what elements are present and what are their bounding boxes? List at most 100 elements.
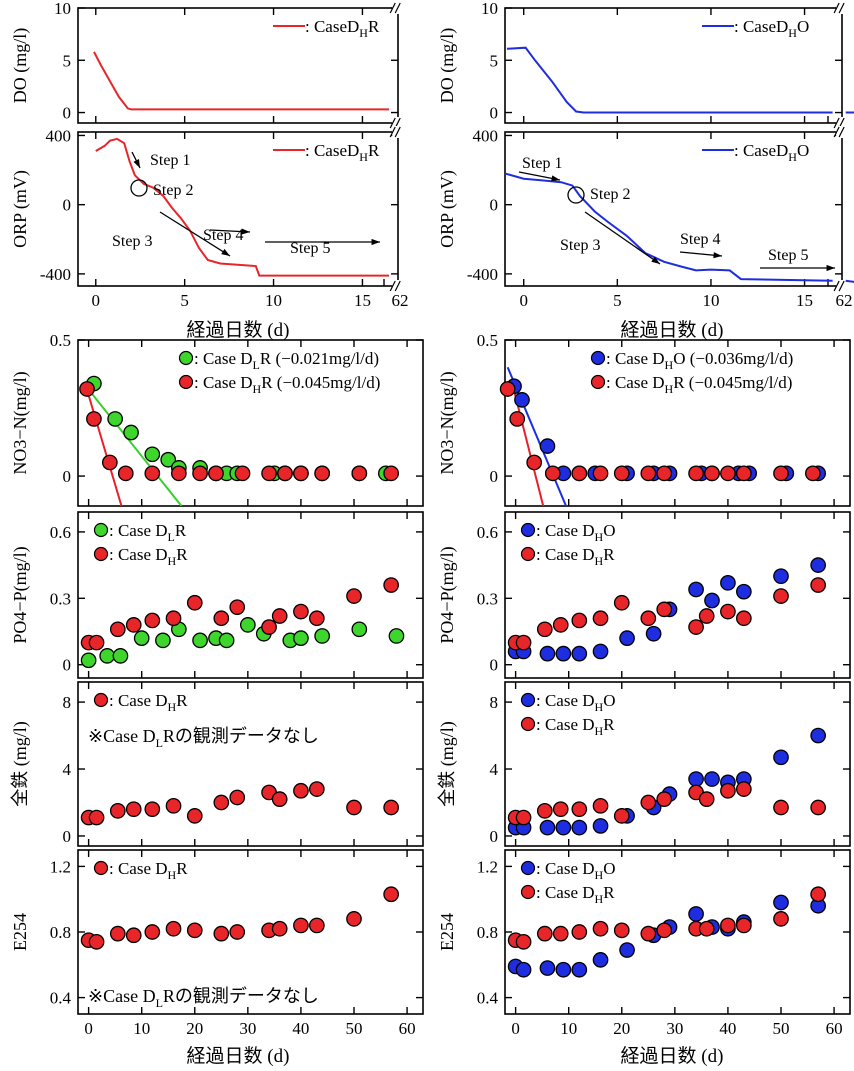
panel-fe_left: 0 4 8 全鉄 (mg/l): Case DHR ※Case DLRの観測データなし [10,681,424,847]
y-axis-label: 全鉄 (mg/l) [10,721,31,807]
data-point [773,799,789,816]
step-2-marker [130,179,148,197]
legend-label-main: : Case D [109,545,168,564]
data-point [499,381,516,397]
data-point [571,961,588,978]
data-point [218,632,235,649]
legend-swatch [178,374,194,390]
data-point [539,645,556,662]
step-arrow [159,211,231,257]
data-point [704,465,720,482]
series-line-tail [845,279,854,283]
axis-break-mask [836,280,845,292]
legend-label-main: : Case D [606,373,665,392]
axis-break-mask [392,117,401,129]
legend-label: : Case DHO [536,691,616,714]
data-point [308,917,325,934]
legend-label-after: R [368,141,380,160]
legend-label-after: R [176,859,188,878]
legend-label-after: R [603,715,615,734]
data-point [536,803,553,819]
y-tick-label: 0.3 [477,589,498,608]
legend-label-sub: H [595,892,604,906]
y-tick-label: 0.8 [50,923,71,942]
axis-break-mark [833,126,845,138]
axis-break-mark [389,2,401,14]
y-axis-label: ORP (mV) [10,170,31,248]
x-tick-label: 60 [399,1019,416,1038]
legend-label: : Case DHR [109,859,188,882]
y-axis-label: DO (mg/l) [10,28,31,104]
data-point [571,924,588,940]
y-tick-label: 0 [490,196,499,215]
x-tick-label: 40 [292,1019,309,1038]
legend-label: : Case DHR [536,715,615,738]
legend-label-main: : Case D [109,859,168,878]
fit-line-green [85,385,183,506]
data-point [640,465,657,482]
data-point [293,465,309,482]
data-point [165,797,182,814]
step-label-4: Step 4 [203,227,243,244]
x-tick-label: 0 [92,291,101,310]
y-axis-label: ORP (mV) [437,170,458,248]
data-point [592,797,609,814]
data-point [125,617,142,633]
data-point [571,819,588,836]
no-data-note: ※Case DLRの観測データなし [88,726,319,750]
legend-label-after: O [603,691,615,710]
legend-label-main: : CaseD [305,17,359,36]
data-point [314,628,331,644]
step-label-3: Step 3 [112,233,152,250]
x-axis-label: 経過日数 (d) [621,1045,724,1067]
data-point [720,603,736,620]
legend-label: : CaseDHO [734,17,809,40]
step-label-1: Step 1 [522,155,562,172]
legend-swatch [520,860,536,876]
data-point [213,925,230,942]
data-point [810,557,827,573]
data-point [165,610,182,627]
legend-swatch [590,350,606,366]
plot-frame [504,681,851,847]
y-tick-label: 8 [490,693,499,712]
data-point [293,603,309,620]
data-point [109,803,126,819]
y-tick-label: 0.6 [50,523,71,542]
data-point [88,809,105,826]
data-point [261,619,277,635]
legend-swatch [520,546,536,562]
y-axis-label: 全鉄 (mg/l) [437,721,458,807]
y-axis-label: E254 [437,913,457,951]
data-point [515,634,532,651]
legend-label-after: O (−0.036mg/l/d) [673,349,793,368]
data-point [571,612,588,629]
legend-swatch [520,716,536,732]
data-point [613,594,630,611]
legend-label: : Case DHR (−0.045mg/l/d) [606,373,792,396]
no-data-note: ※Case DLRの観測データなし [88,986,319,1010]
data-point [186,808,203,824]
data-point [271,920,288,937]
data-point [526,454,543,471]
note-pre: ※Case D [88,986,156,1006]
data-point [698,791,715,807]
legend-swatch [520,522,536,538]
legend-label-sub: L [168,530,175,544]
step-arrowhead [241,228,250,235]
data-point [544,465,561,482]
y-tick-label: 0.5 [477,331,498,350]
data-point [735,917,752,934]
series-line [506,46,833,114]
legend-label-after: R [176,691,188,710]
data-point [698,608,715,624]
panel-e254_left: 0.4 0.8 1.2 E254 0 10 20 30 40 50 60: Case DHR ※Cas… [10,849,424,1038]
data-point [571,465,588,482]
axis-break-mask [836,2,845,14]
legend-label-main: : Case D [606,349,665,368]
data-point [688,619,704,635]
data-point [536,925,553,942]
data-point [640,794,657,811]
legend-label-main: : Case D [109,521,168,540]
